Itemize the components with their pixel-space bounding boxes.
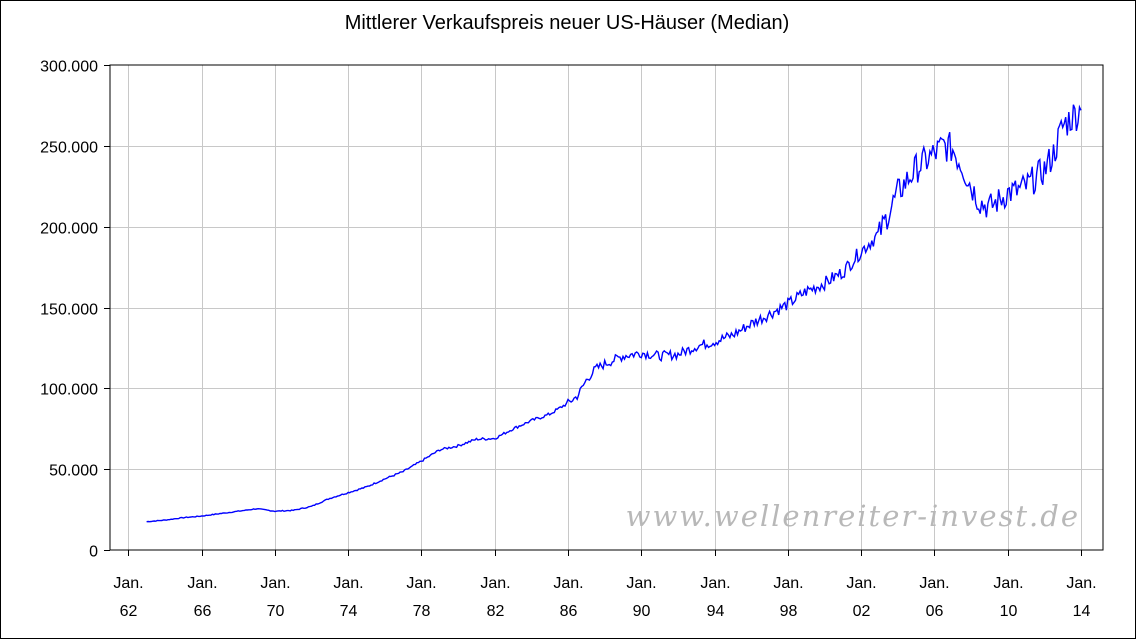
x-tick-label-year: 98 [780,603,798,620]
x-tick-label-year: 70 [267,603,285,620]
x-tick-label-month: Jan. [480,575,510,592]
y-tick-label: 200.000 [40,221,98,238]
x-tick-label-month: Jan. [187,575,217,592]
x-tick-label-month: Jan. [846,575,876,592]
y-tick-label: 250.000 [40,140,98,157]
grid-lines [110,65,1103,550]
plot-area-border [109,64,1104,551]
x-tick-label-year: 78 [413,603,431,620]
chart-title: Mittlerer Verkaufspreis neuer US-Häuser … [344,12,790,34]
x-tick-label-year: 14 [1073,603,1091,620]
x-tick-label-year: 10 [1000,603,1018,620]
x-tick-label-month: Jan. [553,575,583,592]
x-tick-label-month: Jan. [700,575,730,592]
x-tick-label-year: 06 [926,603,944,620]
y-axis-ticks: 0 50.000 100.000 150.000 200.000 250.000 300.0… [40,59,110,561]
watermark: www.wellenreiter-invest.de [626,499,1080,533]
x-tick-label-month: Jan. [1066,575,1096,592]
y-tick-label: 100.000 [40,382,98,399]
x-tick-label-month: Jan. [919,575,949,592]
x-tick-label-year: 94 [707,603,725,620]
x-tick-label-year: 86 [560,603,578,620]
y-tick-label: 50.000 [49,463,98,480]
x-axis-ticks: Jan. 62 Jan. 66 Jan. 70 Jan. 74 Jan. 78 Jan. 82 Jan.… [113,550,1097,620]
x-tick-label-year: 62 [120,603,138,620]
x-tick-label-month: Jan. [333,575,363,592]
y-tick-label: 150.000 [40,302,98,319]
x-tick-label-year: 66 [194,603,212,620]
y-tick-label: 300.000 [40,59,98,76]
series-line-median-price [146,104,1082,523]
x-tick-label-year: 74 [340,603,358,620]
x-tick-label-month: Jan. [406,575,436,592]
y-tick-label: 0 [89,544,98,561]
x-tick-label-year: 90 [633,603,651,620]
x-tick-label-year: 82 [487,603,505,620]
x-tick-label-month: Jan. [626,575,656,592]
x-tick-label-year: 02 [853,603,871,620]
x-tick-label-month: Jan. [113,575,143,592]
x-tick-label-month: Jan. [260,575,290,592]
x-tick-label-month: Jan. [773,575,803,592]
x-tick-label-month: Jan. [993,575,1023,592]
